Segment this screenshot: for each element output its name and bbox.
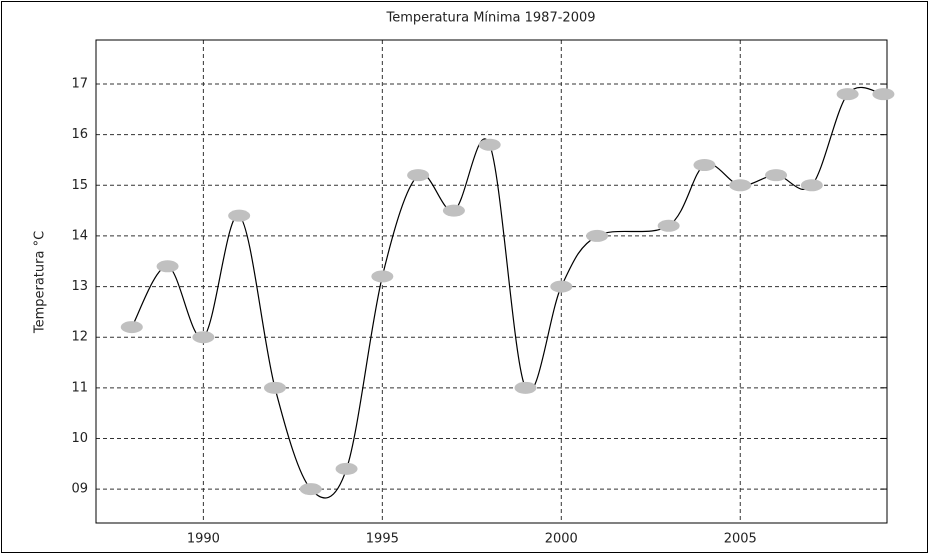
marker bbox=[657, 219, 680, 232]
marker bbox=[263, 381, 286, 394]
marker bbox=[729, 179, 752, 192]
marker bbox=[514, 381, 537, 394]
y-tick-label: 17 bbox=[71, 77, 88, 92]
y-tick-label: 10 bbox=[71, 431, 88, 446]
marker bbox=[550, 280, 573, 293]
x-tick-label: 1990 bbox=[187, 532, 220, 547]
y-tick-label: 11 bbox=[71, 380, 88, 395]
marker bbox=[371, 270, 394, 283]
marker bbox=[407, 169, 430, 182]
marker bbox=[192, 331, 215, 344]
marker bbox=[872, 88, 895, 101]
marker bbox=[120, 321, 143, 334]
y-tick-label: 14 bbox=[71, 228, 88, 243]
y-tick-label: 13 bbox=[71, 279, 88, 294]
y-tick-label: 12 bbox=[71, 330, 88, 345]
y-tick-label: 16 bbox=[71, 127, 88, 142]
marker bbox=[800, 179, 823, 192]
marker bbox=[478, 138, 501, 151]
y-axis-label: Temperatura °C bbox=[33, 231, 48, 334]
y-tick-label: 09 bbox=[71, 482, 88, 497]
marker bbox=[228, 209, 251, 222]
x-tick-label: 2000 bbox=[545, 532, 578, 547]
marker bbox=[442, 204, 465, 217]
plot-area bbox=[95, 39, 888, 524]
x-tick-label: 1995 bbox=[366, 532, 399, 547]
x-tick-label: 2005 bbox=[724, 532, 757, 547]
marker bbox=[156, 260, 179, 273]
marker bbox=[586, 229, 609, 242]
marker bbox=[765, 169, 788, 182]
marker bbox=[299, 483, 322, 496]
y-tick-label: 15 bbox=[71, 178, 88, 193]
line bbox=[131, 86, 884, 499]
marker bbox=[836, 88, 859, 101]
marker bbox=[693, 159, 716, 172]
marker bbox=[335, 462, 358, 475]
chart-title: Temperatura Mínima 1987-2009 bbox=[385, 11, 595, 26]
